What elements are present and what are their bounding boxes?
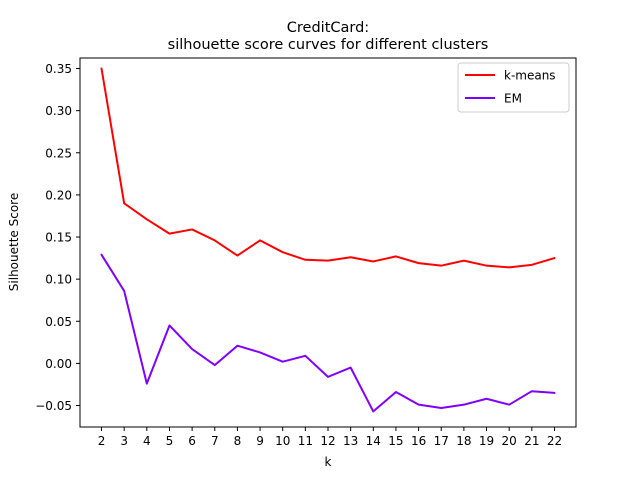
plot-area (100, 67, 556, 413)
x-tick-label: 14 (366, 434, 381, 448)
y-tick-label: 0.15 (45, 231, 72, 245)
y-axis-ticks: −0.05 0.00 0.05 0.10 0.15 0.20 0.25 0.30 0.35 (35, 62, 80, 413)
y-tick-label: −0.05 (35, 399, 72, 413)
x-axis-label: k (325, 455, 332, 469)
x-tick-label: 18 (456, 434, 471, 448)
x-tick-label: 22 (547, 434, 562, 448)
x-tick-label: 21 (524, 434, 539, 448)
x-tick-label: 12 (320, 434, 335, 448)
y-tick-label: 0.20 (45, 188, 72, 202)
x-tick-label: 19 (479, 434, 494, 448)
x-tick-label: 3 (120, 434, 128, 448)
x-tick-label: 10 (275, 434, 290, 448)
series-line-em (100, 253, 556, 413)
y-tick-label: 0.30 (45, 104, 72, 118)
x-tick-label: 4 (143, 434, 151, 448)
plot-frame (79, 57, 577, 428)
y-tick-label: 0.25 (45, 146, 72, 160)
x-tick-label: 20 (502, 434, 517, 448)
legend: k-means EM (457, 62, 570, 113)
x-tick-label: 7 (211, 434, 219, 448)
y-tick-label: 0.35 (45, 62, 72, 76)
x-tick-label: 2 (98, 434, 106, 448)
x-tick-label: 17 (434, 434, 449, 448)
x-tick-label: 6 (188, 434, 196, 448)
x-tick-label: 9 (256, 434, 264, 448)
legend-kmeans-label: k-means (504, 69, 556, 83)
y-tick-label: 0.05 (45, 315, 72, 329)
y-tick-label: 0.00 (45, 357, 72, 371)
legend-em-label: EM (504, 92, 522, 106)
x-axis-ticks: 2 3 4 5 6 7 8 9 10 11 12 13 14 15 16 17 18 19 20 21 22 (98, 427, 562, 448)
x-tick-label: 13 (343, 434, 358, 448)
chart-title-line2: silhouette score curves for different cl… (168, 37, 489, 53)
x-tick-label: 8 (234, 434, 242, 448)
x-tick-label: 16 (411, 434, 426, 448)
x-tick-label: 5 (166, 434, 174, 448)
y-tick-label: 0.10 (45, 273, 72, 287)
x-tick-label: 11 (298, 434, 313, 448)
chart-title: CreditCard: silhouette score curves for … (168, 20, 489, 53)
x-tick-label: 15 (388, 434, 403, 448)
chart-title-line1: CreditCard: (287, 20, 369, 36)
y-axis-label: Silhouette Score (7, 193, 21, 291)
